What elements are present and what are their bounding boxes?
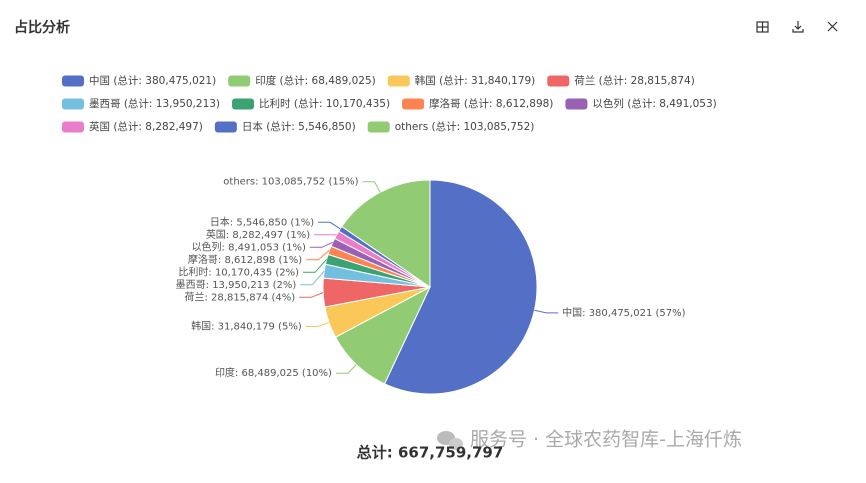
legend-item[interactable]: others (总计: 103,085,752) <box>367 120 535 133</box>
leader-line <box>306 249 330 261</box>
data-label: 中国: 380,475,021 (57%) <box>562 306 685 319</box>
leader-line <box>318 221 341 230</box>
leader-line <box>309 241 333 248</box>
legend-item[interactable]: 中国 (总计: 380,475,021) <box>62 74 216 87</box>
watermark: 服务号 · 全球农药智库-上海仟炼 <box>470 429 742 451</box>
legend-item[interactable]: 摩洛哥 (总计: 8,612,898) <box>402 97 553 110</box>
legend-item[interactable]: 以色列 (总计: 8,491,053) <box>565 97 717 110</box>
legend-label: 摩洛哥 (总计: 8,612,898) <box>429 97 553 110</box>
data-label: 英国: 8,282,497 (1%) <box>206 228 310 241</box>
leader-line <box>303 258 328 273</box>
legend-label: others (总计: 103,085,752) <box>395 120 535 133</box>
legend-label: 英国 (总计: 8,282,497) <box>89 120 203 133</box>
legend-item[interactable]: 韩国 (总计: 31,840,179) <box>387 74 536 87</box>
data-label: 印度: 68,489,025 (10%) <box>215 366 332 379</box>
leader-line <box>299 292 324 298</box>
legend-label: 印度 (总计: 68,489,025) <box>255 74 376 87</box>
legend-swatch <box>232 98 255 110</box>
legend-item[interactable]: 比利时 (总计: 10,170,435) <box>232 97 390 110</box>
legend-item[interactable]: 印度 (总计: 68,489,025) <box>228 74 376 87</box>
data-label: 摩洛哥: 8,612,898 (1%) <box>188 253 302 266</box>
legend-item[interactable]: 墨西哥 (总计: 13,950,213) <box>62 97 220 110</box>
legend-label: 墨西哥 (总计: 13,950,213) <box>89 97 220 110</box>
data-label: 荷兰: 28,815,874 (4%) <box>185 290 296 303</box>
legend-item[interactable]: 荷兰 (总计: 28,815,874) <box>547 74 695 87</box>
legend-swatch <box>214 121 237 133</box>
legend-label: 日本 (总计: 5,546,850) <box>242 120 356 133</box>
watermark-icon <box>437 431 463 450</box>
legend-label: 比利时 (总计: 10,170,435) <box>259 97 390 110</box>
legend-swatch <box>402 98 425 110</box>
panel-title: 占比分析 <box>14 19 70 36</box>
leader-line <box>305 322 330 327</box>
data-label: 比利时: 10,170,435 (2%) <box>178 266 299 278</box>
total-label: 总计: 667,759,797 <box>357 444 504 462</box>
legend-label: 韩国 (总计: 31,840,179) <box>415 74 536 87</box>
legend-swatch <box>367 121 390 133</box>
download-icon[interactable] <box>792 21 804 33</box>
data-label: 以色列: 8,491,053 (1%) <box>192 240 306 253</box>
legend-swatch <box>565 98 588 110</box>
legend-swatch <box>62 75 84 87</box>
leader-line <box>335 364 357 374</box>
data-label: 日本: 5,546,850 (1%) <box>210 215 314 228</box>
legend-label: 荷兰 (总计: 28,815,874) <box>574 74 695 87</box>
pie-slice <box>341 179 431 288</box>
legend-label: 以色列 (总计: 8,491,053) <box>592 97 716 110</box>
legend-label: 中国 (总计: 380,475,021) <box>89 74 216 87</box>
data-label: 墨西哥: 13,950,213 (2%) <box>176 279 297 291</box>
fullscreen-icon[interactable] <box>827 21 838 32</box>
legend-swatch <box>62 98 84 110</box>
legend-swatch <box>547 75 570 87</box>
legend-swatch <box>62 121 84 133</box>
legend-item[interactable]: 日本 (总计: 5,546,850) <box>214 120 356 133</box>
legend-swatch <box>387 75 410 87</box>
legend-item[interactable]: 英国 (总计: 8,282,497) <box>62 120 203 133</box>
leader-line <box>300 270 325 286</box>
leader-line <box>362 181 381 193</box>
legend-swatch <box>228 75 251 87</box>
data-label: others: 103,085,752 (15%) <box>223 177 358 188</box>
table-icon[interactable] <box>756 21 769 33</box>
data-label: 韩国: 31,840,179 (5%) <box>191 319 302 332</box>
pie-slice <box>383 179 538 395</box>
leader-line <box>534 309 559 314</box>
